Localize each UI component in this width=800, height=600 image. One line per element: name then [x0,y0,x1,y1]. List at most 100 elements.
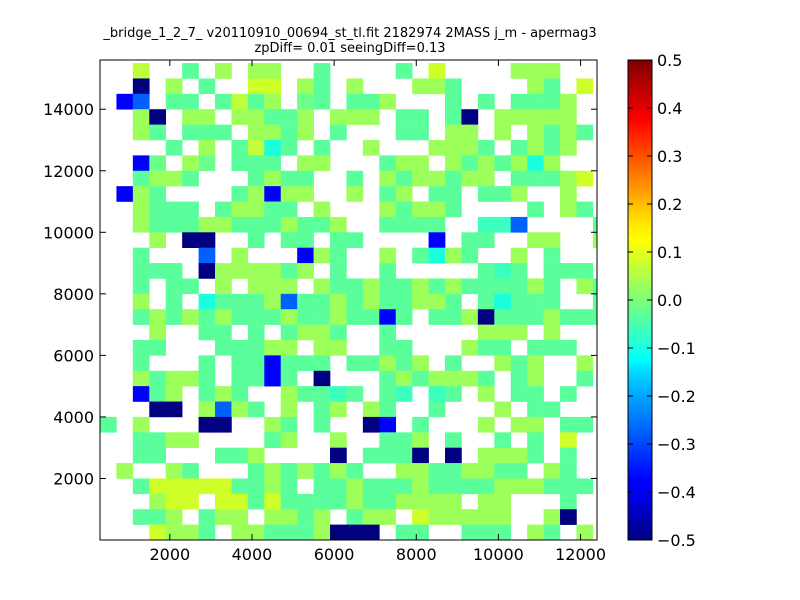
heatmap-cell [149,340,166,356]
heatmap-cell [379,417,396,433]
heatmap-cell [116,94,133,110]
heatmap-cell [330,217,347,233]
heatmap-cell [330,340,347,356]
heatmap-cell [511,63,528,79]
heatmap-cell [314,494,331,510]
heatmap-cell [330,463,347,479]
heatmap-cell [314,217,331,233]
heatmap-cell [527,63,544,79]
heatmap-cell [445,294,462,310]
heatmap-cell [478,94,495,110]
heatmap-cell [133,63,150,79]
heatmap-cell [215,202,232,218]
heatmap-cell [231,217,248,233]
heatmap-cell [412,509,429,525]
heatmap-cell [166,217,183,233]
heatmap-cell [297,186,314,202]
heatmap-cell [396,217,413,233]
heatmap-cell [544,478,561,494]
heatmap-cell [264,155,281,171]
heatmap-cell [166,386,183,402]
heatmap-cell [297,109,314,125]
heatmap-cell [281,186,298,202]
heatmap-cell [560,171,577,187]
heatmap-cell [182,232,199,248]
y-tick-label: 12000 [43,162,94,181]
heatmap-cell [544,340,561,356]
heatmap-cell [281,294,298,310]
heatmap-cell [166,140,183,156]
heatmap-cell [363,494,380,510]
heatmap-cell [478,386,495,402]
heatmap-cell [330,386,347,402]
heatmap-cell [248,478,265,494]
heatmap-cell [429,248,446,264]
heatmap-cell [396,355,413,371]
heatmap-cell [412,109,429,125]
heatmap-cell [494,294,511,310]
x-tick-label: 8000 [396,545,437,564]
heatmap-cell [396,125,413,141]
heatmap-cell [264,109,281,125]
heatmap-cell [560,109,577,125]
heatmap-cell [544,78,561,94]
heatmap-cell [248,186,265,202]
heatmap-cell [215,509,232,525]
heatmap-cell [182,63,199,79]
heatmap-cell [396,109,413,125]
heatmap-cell [133,263,150,279]
heatmap-cell [133,278,150,294]
heatmap-cell [560,417,577,433]
heatmap-cell [281,494,298,510]
heatmap-cell [560,340,577,356]
heatmap-cell [494,432,511,448]
heatmap-cell [281,386,298,402]
heatmap-cell [396,463,413,479]
heatmap-cell [396,186,413,202]
heatmap-cell [264,371,281,387]
heatmap-cell [560,309,577,325]
heatmap-cell [281,278,298,294]
heatmap-cell [429,232,446,248]
heatmap-cell [527,432,544,448]
heatmap-cell [494,278,511,294]
heatmap-cell [379,278,396,294]
colorbar: 0.5 0.4 0.3 0.2 0.1 0.0 −0.1 −0.2 −0.3 −0.4 −0.5 [628,51,696,550]
heatmap-cell [314,155,331,171]
heatmap-cell [149,109,166,125]
heatmap-cell [149,402,166,418]
heatmap-cell [576,371,593,387]
heatmap-cell [363,109,380,125]
heatmap-cell [494,478,511,494]
y-tick-label: 10000 [43,223,94,242]
heatmap-cell [215,263,232,279]
colorbar-tick-label: 0.1 [657,243,682,262]
heatmap-cell [445,371,462,387]
heatmap-cell [199,417,216,433]
chart-subtitle: zpDiff= 0.01 seeingDiff=0.13 [254,41,445,56]
heatmap-cell [412,448,429,464]
heatmap-cell [281,309,298,325]
heatmap-cell [297,325,314,341]
heatmap-cell [527,525,544,541]
heatmap-cell [461,371,478,387]
heatmap-cell [166,509,183,525]
colorbar-tick-label: −0.1 [657,339,696,358]
heatmap-cell [281,463,298,479]
heatmap-cell [494,340,511,356]
heatmap-cell [314,525,331,541]
heatmap-cell [314,78,331,94]
y-tick-label: 8000 [53,285,94,304]
heatmap-cell [149,217,166,233]
heatmap-cell [560,94,577,110]
heatmap-cell [412,478,429,494]
heatmap-cell [133,186,150,202]
heatmap-cell [412,278,429,294]
heatmap-cell [478,309,495,325]
heatmap-cell [231,340,248,356]
heatmap-cell [461,463,478,479]
heatmap-cell [494,525,511,541]
heatmap-cell [248,494,265,510]
heatmap-cell [248,371,265,387]
heatmap-cell [576,171,593,187]
